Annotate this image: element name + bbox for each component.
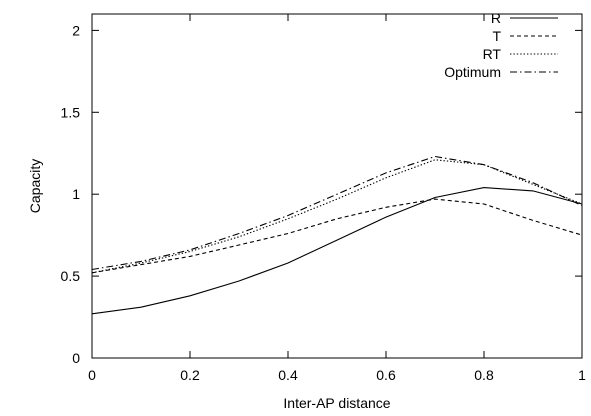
y-tick-label: 1.5 <box>61 104 81 120</box>
y-tick-label: 2 <box>72 22 80 38</box>
x-tick-label: 0.2 <box>180 367 200 383</box>
legend-label-rt: RT <box>483 46 502 62</box>
legend-label-r: R <box>491 10 501 26</box>
series-line-optimum <box>91 155 583 271</box>
plot-frame <box>91 13 583 359</box>
x-tick-label: 1 <box>578 367 586 383</box>
y-tick-label: 0 <box>72 350 80 366</box>
y-tick-label: 1 <box>72 186 80 202</box>
legend: RT RT Optimum <box>444 10 558 80</box>
series-line-rt <box>91 159 583 274</box>
x-tick-label: 0 <box>88 367 96 383</box>
x-axis-title: Inter-AP distance <box>283 395 390 411</box>
x-tick-label: 0.6 <box>376 367 396 383</box>
x-tick-label: 0.8 <box>474 367 494 383</box>
series-line-t <box>91 198 583 274</box>
series-line-r <box>91 187 583 315</box>
y-axis-title: Capacity <box>27 159 43 213</box>
legend-label-t: T <box>492 28 501 44</box>
x-tick-label: 0.4 <box>278 367 298 383</box>
y-tick-label: 0.5 <box>61 268 81 284</box>
legend-label-optimum: Optimum <box>444 64 501 80</box>
ticks-layer: 0 0.2 0.4 0.6 0.8 1 0 0.5 1 1.5 2 <box>61 14 586 383</box>
series-layer <box>91 155 583 315</box>
